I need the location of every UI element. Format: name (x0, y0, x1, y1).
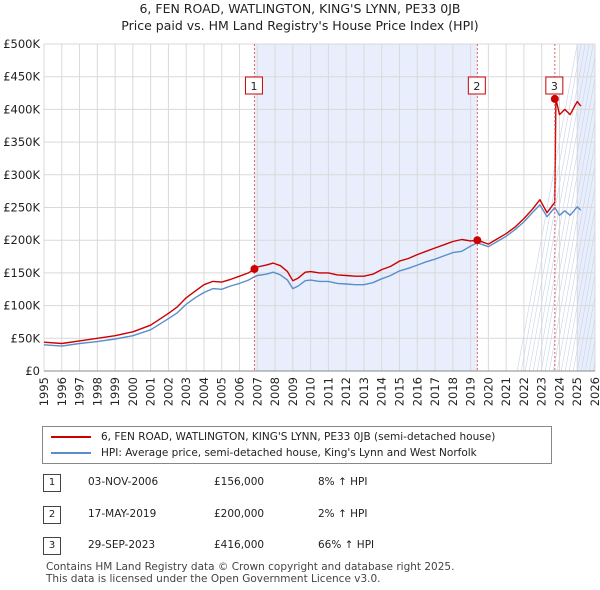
legend-item-property: 6, FEN ROAD, WATLINGTON, KING'S LYNN, PE… (51, 429, 495, 445)
sale-row-2: 2 17-MAY-2019 £200,000 2% ↑ HPI (0, 506, 600, 526)
x-tick-label: 2022 (517, 377, 531, 406)
sale-label-box-1 (244, 76, 263, 95)
sale-date: 17-MAY-2019 (88, 508, 157, 520)
y-tick-label: £250K (3, 201, 40, 215)
sale-price: £200,000 (214, 508, 265, 520)
legend: 6, FEN ROAD, WATLINGTON, KING'S LYNN, PE… (42, 426, 552, 464)
hatch-clip (595, 44, 600, 371)
legend-label-property: 6, FEN ROAD, WATLINGTON, KING'S LYNN, PE… (101, 431, 496, 443)
x-tick-label: 2012 (339, 377, 353, 406)
sale-point-1 (250, 264, 259, 273)
y-tick-label: £0 (25, 364, 40, 378)
footer-licence: This data is licensed under the Open Gov… (46, 573, 381, 585)
y-tick-label: £200K (3, 233, 40, 247)
x-tick-label: 2008 (268, 377, 282, 406)
sale-date: 29-SEP-2023 (88, 539, 156, 551)
x-tick-label: 1997 (73, 377, 87, 406)
sale-label-text-2: 2 (473, 80, 480, 93)
x-tick-label: 2001 (144, 377, 158, 406)
sale-label-box-2 (467, 76, 486, 95)
x-tick-label: 2000 (126, 377, 140, 406)
y-tick-label: £100K (3, 299, 40, 313)
legend-item-hpi: HPI: Average price, semi-detached house,… (51, 445, 477, 461)
x-tick-label: 2002 (161, 377, 175, 406)
price-chart: £0 £50K £100K £150K £200K £250K £300K £350K £400… (3, 37, 600, 406)
property-series-line (43, 98, 582, 345)
sale-row-3: 3 29-SEP-2023 £416,000 66% ↑ HPI (0, 537, 600, 557)
sale-number-badge: 2 (43, 506, 61, 524)
y-tick-label: £500K (3, 37, 40, 51)
chart-title: 6, FEN ROAD, WATLINGTON, KING'S LYNN, PE… (139, 1, 461, 16)
sale-label-text-1: 1 (250, 80, 257, 93)
x-tick-label: 2010 (304, 377, 318, 406)
y-tick-label: £150K (3, 266, 40, 280)
x-tick-label: 2009 (286, 377, 300, 406)
sale-hpi-diff: 66% ↑ HPI (318, 539, 375, 551)
y-tick-label: £400K (3, 102, 40, 116)
sale-label-box-3 (545, 76, 564, 95)
x-tick-label: 2016 (410, 377, 424, 406)
y-tick-label: £50K (11, 331, 41, 345)
sale-hpi-diff: 8% ↑ HPI (318, 476, 368, 488)
sale-date: 03-NOV-2006 (88, 476, 159, 488)
hatch-line (572, 223, 600, 372)
sale-row-1: 1 03-NOV-2006 £156,000 8% ↑ HPI (0, 474, 600, 494)
x-tick-label: 2019 (464, 377, 478, 406)
sale-point-2 (473, 236, 482, 245)
x-tick-label: 2004 (197, 377, 211, 406)
x-tick-label: 2018 (446, 377, 460, 406)
sale-number-badge: 1 (43, 474, 61, 492)
x-tick-label: 2005 (215, 377, 229, 406)
x-tick-label: 1999 (108, 377, 122, 406)
x-tick-label: 2026 (588, 377, 600, 406)
sale-price: £156,000 (214, 476, 265, 488)
sale-price: £416,000 (214, 539, 265, 551)
footer-copyright: Contains HM Land Registry data © Crown c… (46, 561, 455, 573)
x-tick-label: 2021 (499, 377, 513, 406)
hatch-line (580, 267, 600, 372)
sale-number-badge: 3 (43, 537, 61, 555)
sale-hpi-diff: 2% ↑ HPI (318, 508, 368, 520)
x-tick-label: 2020 (481, 377, 495, 406)
x-tick-label: 2024 (552, 377, 566, 406)
x-tick-label: 2013 (357, 377, 371, 406)
x-tick-label: 2023 (535, 377, 549, 406)
x-tick-label: 2011 (321, 377, 335, 406)
y-tick-label: £450K (3, 70, 40, 84)
legend-swatch-property (51, 436, 91, 438)
x-tick-label: 2015 (392, 377, 406, 406)
hpi-series-line (43, 204, 582, 347)
y-tick-label: £350K (3, 135, 40, 149)
x-tick-label: 1995 (37, 377, 51, 406)
x-tick-label: 2006 (233, 377, 247, 406)
x-tick-label: 2003 (179, 377, 193, 406)
hatch-line (576, 245, 600, 372)
sale-point-3 (550, 94, 559, 103)
x-tick-label: 1998 (90, 377, 104, 406)
x-tick-label: 2007 (250, 377, 264, 406)
chart-subtitle: Price paid vs. HM Land Registry's House … (121, 18, 479, 33)
x-tick-label: 2017 (428, 377, 442, 406)
legend-label-hpi: HPI: Average price, semi-detached house,… (101, 447, 477, 459)
x-tick-label: 1996 (55, 377, 69, 406)
y-tick-label: £300K (3, 168, 40, 182)
x-tick-label: 2014 (375, 377, 389, 406)
sale-label-text-3: 3 (551, 80, 558, 93)
x-tick-label: 2025 (570, 377, 584, 406)
legend-swatch-hpi (51, 452, 91, 454)
